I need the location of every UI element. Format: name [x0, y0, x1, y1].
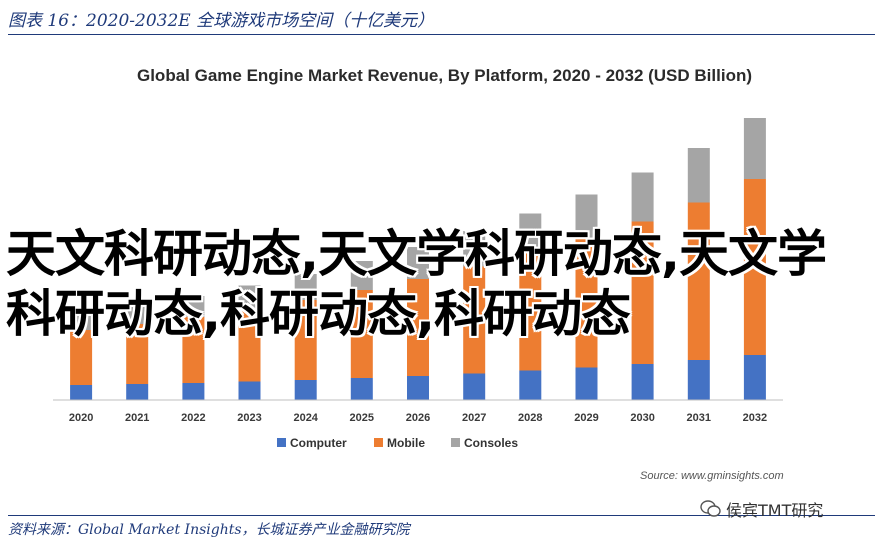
bar-consoles-2027: [463, 231, 486, 267]
bar-mobile-2028: [519, 253, 542, 371]
bar-mobile-2031: [687, 202, 710, 360]
x-tick-label: 2024: [293, 412, 318, 424]
bar-consoles-2023: [238, 285, 261, 309]
x-tick-label: 2027: [462, 412, 486, 424]
bar-mobile-2023: [238, 309, 261, 382]
bar-mobile-2029: [575, 238, 598, 368]
bar-mobile-2027: [463, 266, 486, 374]
bar-computer-2025: [350, 378, 373, 400]
bar-mobile-2021: [126, 324, 149, 384]
bar-computer-2030: [631, 364, 654, 400]
bar-computer-2028: [519, 370, 542, 400]
wechat-icon: [700, 500, 722, 518]
footer-source: 资料来源：Global Market Insights，长城证券产业金融研究院: [8, 522, 410, 538]
x-tick-label: 2032: [743, 412, 767, 424]
bar-computer-2021: [126, 384, 149, 400]
legend-swatch-mobile: [374, 438, 383, 447]
bar-consoles-2024: [294, 274, 317, 300]
title-divider: [8, 34, 875, 35]
x-tick-label: 2029: [574, 412, 598, 424]
x-tick-label: 2020: [69, 412, 93, 424]
bars-group: [70, 118, 766, 400]
bar-computer-2032: [743, 355, 766, 400]
watermark: 侯宾TMT研究: [700, 497, 823, 521]
bar-computer-2027: [463, 373, 486, 400]
bar-computer-2022: [182, 383, 205, 400]
legend-swatch-consoles: [451, 438, 460, 447]
overlay-text: 天文科研动态,天文学科研动态,天文学科研动态,科研动态,科研动态: [6, 225, 827, 343]
bar-consoles-2022: [182, 296, 205, 317]
bar-computer-2024: [294, 380, 317, 400]
legend-swatch-computer: [277, 438, 286, 447]
bar-computer-2020: [70, 385, 93, 400]
x-tick-label: 2025: [350, 412, 374, 424]
bar-consoles-2025: [350, 261, 373, 290]
source-note: Source: www.gminsights.com: [640, 470, 784, 482]
bar-mobile-2024: [294, 300, 317, 380]
bar-computer-2029: [575, 367, 598, 400]
bar-consoles-2028: [519, 213, 542, 253]
bar-mobile-2026: [407, 279, 429, 376]
bar-consoles-2026: [407, 247, 429, 279]
bar-mobile-2022: [182, 317, 205, 383]
bar-computer-2026: [407, 376, 429, 400]
legend-label-computer: Computer: [290, 436, 347, 450]
x-tick-label: 2023: [237, 412, 261, 424]
watermark-text: 侯宾TMT研究: [726, 501, 824, 520]
bar-consoles-2020: [70, 312, 93, 330]
legend: Computer Mobile Consoles: [277, 436, 518, 450]
chart-title: Global Game Engine Market Revenue, By Pl…: [136, 66, 752, 85]
x-tick-label: 2030: [630, 412, 654, 424]
x-tick-label: 2021: [125, 412, 149, 424]
x-tick-label: 2022: [181, 412, 205, 424]
legend-label-mobile: Mobile: [387, 436, 425, 450]
x-tick-label: 2031: [687, 412, 711, 424]
bar-mobile-2030: [631, 221, 654, 364]
bar-computer-2023: [238, 381, 261, 400]
figure-title: 图表 16：2020-2032E 全球游戏市场空间（十亿美元）: [8, 11, 435, 31]
bar-consoles-2032: [743, 118, 766, 179]
bar-consoles-2021: [126, 305, 149, 324]
x-tick-label: 2028: [518, 412, 542, 424]
bar-mobile-2020: [70, 330, 93, 385]
footer-divider: [8, 515, 875, 516]
bar-consoles-2031: [687, 148, 710, 203]
bar-consoles-2030: [631, 172, 654, 222]
bar-mobile-2032: [743, 179, 766, 355]
bar-computer-2031: [687, 360, 710, 400]
x-tick-labels: 2020 2021 2022 2023 2024 2025 2026 2027 2028 2029…: [69, 412, 767, 424]
bar-consoles-2029: [575, 194, 598, 239]
x-tick-label: 2026: [406, 412, 430, 424]
bar-mobile-2025: [350, 290, 373, 378]
legend-label-consoles: Consoles: [464, 436, 518, 450]
